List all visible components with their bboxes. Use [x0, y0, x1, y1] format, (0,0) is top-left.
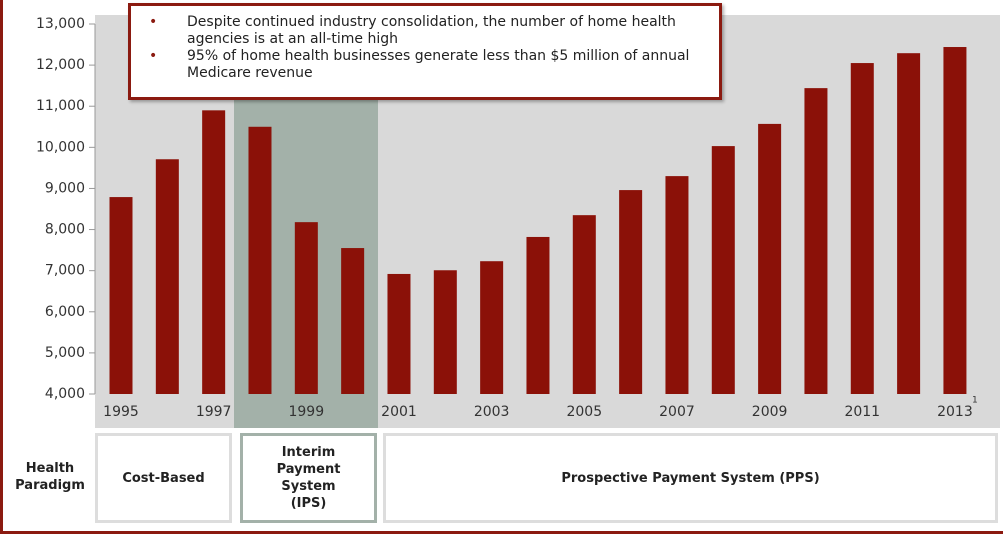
- x-tick-label: 2009: [752, 404, 788, 420]
- y-tick-label: 6,000: [45, 304, 85, 320]
- y-tick-label: 8,000: [45, 222, 85, 238]
- paradigm-label: Health Paradigm: [15, 461, 85, 493]
- y-tick-label: 13,000: [36, 16, 85, 32]
- x-tick-label: 2011: [844, 404, 880, 420]
- x-tick-label: 2007: [659, 404, 695, 420]
- annotation: 95% of home health businesses generate l…: [149, 48, 709, 82]
- bar: [341, 248, 365, 394]
- y-tick-label: 12,000: [36, 57, 85, 73]
- bar: [294, 222, 318, 394]
- bar: [572, 215, 596, 394]
- paradigm-period: Interim Payment System (IPS): [240, 433, 377, 523]
- x-tick-label: 2003: [474, 404, 510, 420]
- bar: [109, 197, 133, 394]
- y-tick-label: 9,000: [45, 180, 85, 196]
- y-tick-label: 11,000: [36, 98, 85, 114]
- bar: [433, 270, 457, 394]
- annotation-box: Despite continued industry consolidation…: [128, 3, 722, 100]
- x-tick-label: 1999: [288, 404, 324, 420]
- bar: [480, 261, 504, 394]
- bar: [897, 53, 921, 394]
- y-tick-label: 5,000: [45, 345, 85, 361]
- bar: [665, 176, 689, 394]
- bar: [387, 273, 411, 394]
- annotation: Despite continued industry consolidation…: [149, 14, 709, 48]
- bar: [758, 123, 782, 395]
- y-tick-label: 7,000: [45, 263, 85, 279]
- bar: [155, 159, 179, 394]
- x-tick-label: 1997: [196, 404, 232, 420]
- x-tick-label: 2013: [937, 404, 973, 420]
- y-tick-label: 10,000: [36, 139, 85, 155]
- bar: [943, 47, 967, 395]
- bar: [711, 146, 735, 394]
- x-tick-label: 2001: [381, 404, 417, 420]
- x-tick-label: 1995: [103, 404, 139, 420]
- paradigm-period: Cost-Based: [95, 433, 232, 523]
- bar: [526, 236, 550, 394]
- y-tick-label: 4,000: [45, 386, 85, 402]
- bar: [619, 190, 643, 394]
- bar: [850, 63, 874, 395]
- bar: [248, 126, 272, 395]
- paradigm-period: Prospective Payment System (PPS): [383, 433, 998, 523]
- x-tick-label: 2005: [566, 404, 602, 420]
- bar: [202, 110, 226, 394]
- footnote-marker: 1: [972, 396, 978, 406]
- bar: [804, 88, 828, 394]
